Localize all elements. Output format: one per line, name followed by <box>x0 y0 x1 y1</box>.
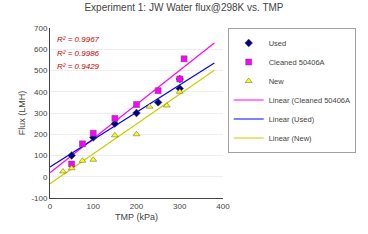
svg-text:Linear (New): Linear (New) <box>269 134 312 143</box>
svg-text:300: 300 <box>34 109 48 118</box>
svg-text:TMP (kPa): TMP (kPa) <box>115 212 158 222</box>
svg-text:100: 100 <box>87 202 101 211</box>
svg-text:R² = 0.9429: R² = 0.9429 <box>57 62 100 71</box>
svg-text:200: 200 <box>34 130 48 139</box>
svg-text:400: 400 <box>216 202 230 211</box>
svg-text:New: New <box>269 77 285 86</box>
svg-text:400: 400 <box>34 88 48 97</box>
svg-text:0: 0 <box>48 202 53 211</box>
svg-text:0: 0 <box>43 173 48 182</box>
svg-text:700: 700 <box>34 24 48 33</box>
svg-text:Cleaned 50406A: Cleaned 50406A <box>269 58 325 67</box>
svg-text:Experiment 1: JW Water flux@29: Experiment 1: JW Water flux@298K vs. TMP <box>84 2 283 13</box>
svg-text:500: 500 <box>34 66 48 75</box>
svg-text:200: 200 <box>130 202 144 211</box>
svg-text:Used: Used <box>269 39 287 48</box>
svg-text:-100: -100 <box>31 194 48 203</box>
svg-text:Linear (Cleaned 50406A: Linear (Cleaned 50406A <box>269 96 350 105</box>
svg-text:300: 300 <box>173 202 187 211</box>
svg-text:600: 600 <box>34 45 48 54</box>
svg-text:R² = 0.9986: R² = 0.9986 <box>57 49 100 58</box>
svg-text:100: 100 <box>34 151 48 160</box>
svg-text:Flux (LMH): Flux (LMH) <box>17 91 27 136</box>
svg-text:Linear (Used): Linear (Used) <box>269 115 315 124</box>
svg-text:R² = 0.9967: R² = 0.9967 <box>57 35 100 44</box>
